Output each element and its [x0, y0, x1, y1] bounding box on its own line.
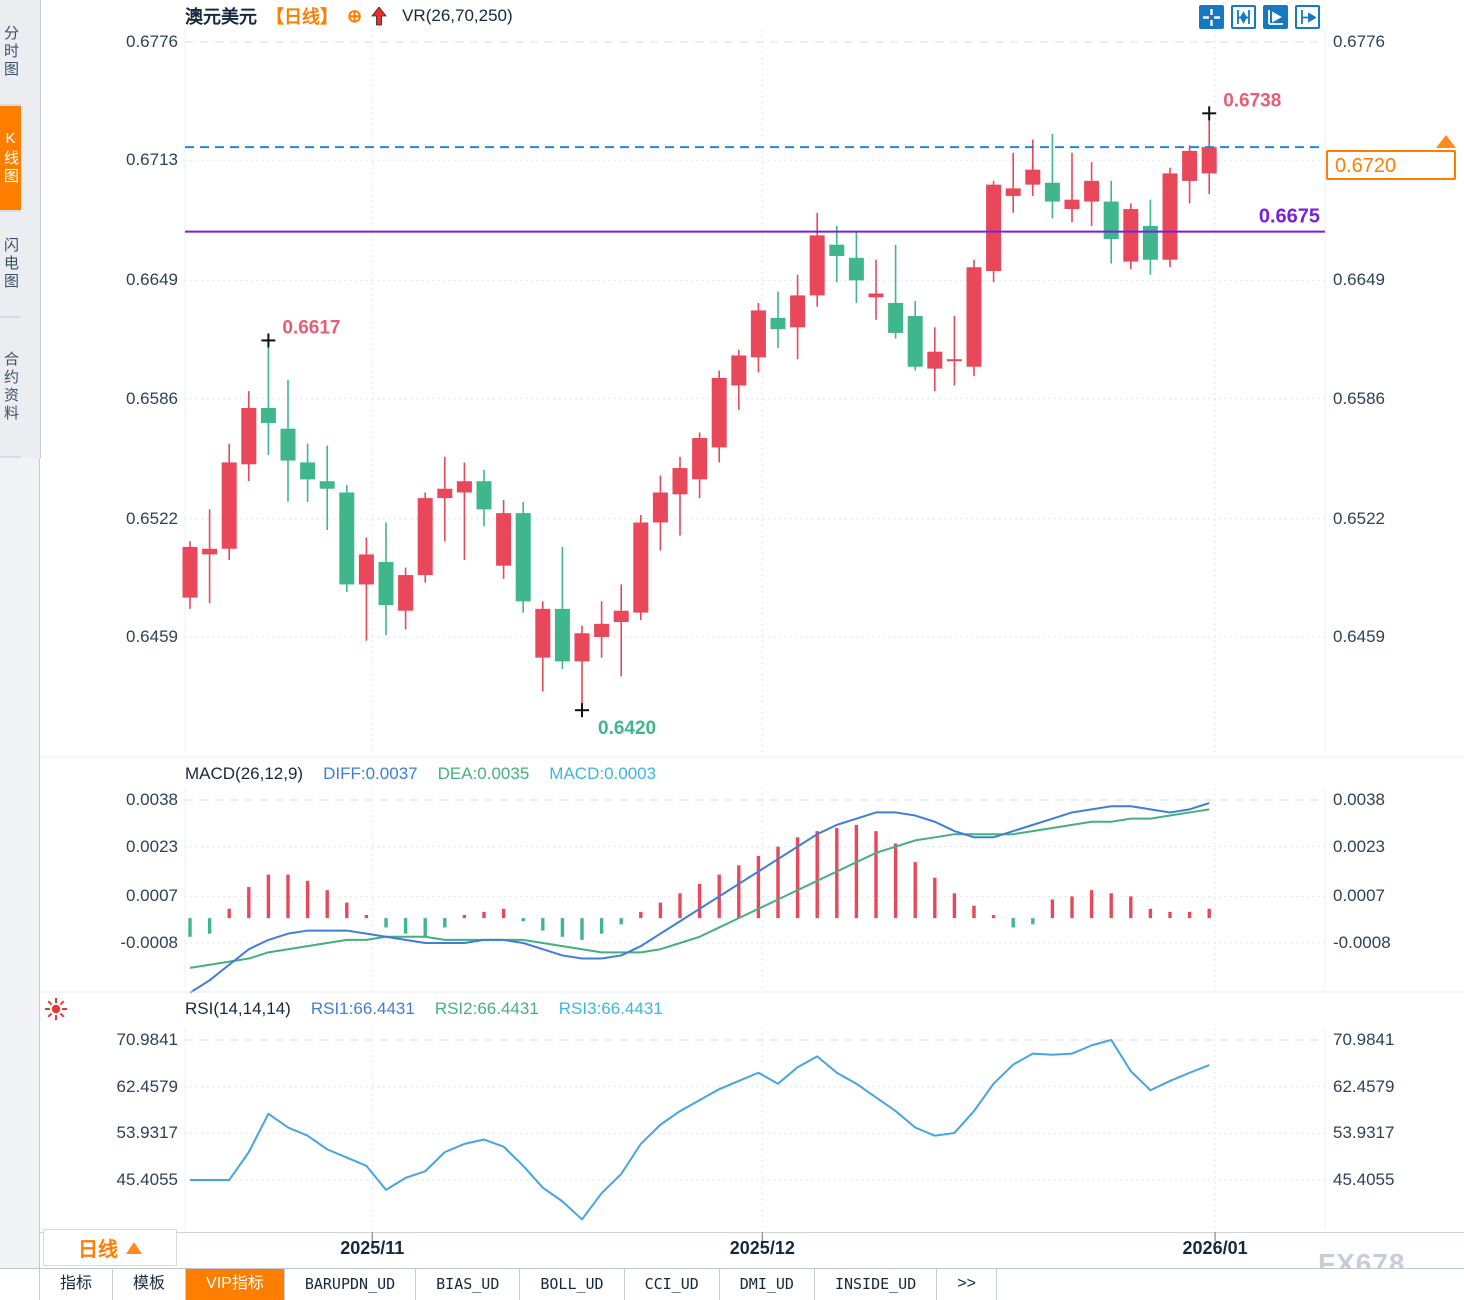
x-axis-label: 2026/01 [1182, 1238, 1248, 1258]
y-axis-label: 53.9317 [1333, 1123, 1395, 1143]
add-indicator-icon[interactable]: ⊕ [347, 6, 363, 26]
auto-fit-chart-icon[interactable] [1263, 5, 1288, 29]
macd-macd-value: MACD:0.0003 [549, 764, 657, 783]
y-axis-label: 62.4579 [1333, 1076, 1395, 1096]
y-axis-label: 53.9317 [116, 1123, 178, 1143]
y-axis-label: 70.9841 [116, 1030, 178, 1049]
rsi3-value: RSI3:66.4431 [558, 999, 663, 1018]
y-axis-label: 0.0007 [1333, 886, 1385, 906]
price-up-triangle-icon [1436, 135, 1456, 148]
tab-CCI_UD[interactable]: CCI_UD [625, 1269, 720, 1300]
sidebar-item-合约资料[interactable]: 合约资料 [0, 318, 21, 458]
current-price-box: 0.6720 [1326, 150, 1456, 180]
y-axis-label: 0.6649 [126, 270, 178, 290]
resistance-line-label: 0.6675 [1259, 206, 1320, 228]
indicator-settings-icon[interactable] [44, 997, 68, 1026]
y-axis-label: 45.4055 [116, 1170, 178, 1189]
y-axis-label: -0.0008 [120, 933, 178, 952]
tab-INSIDE_UD[interactable]: INSIDE_UD [815, 1269, 938, 1300]
sidebar: 分时图 K线图 闪电图 合约资料 [0, 0, 41, 458]
y-axis-label: 0.6713 [126, 150, 178, 170]
chart-header: 澳元美元 【日线】 ⊕ VR(26,70,250) [185, 2, 513, 30]
tab-BIAS_UD[interactable]: BIAS_UD [416, 1269, 521, 1300]
sidebar-item-闪电图[interactable]: 闪电图 [0, 212, 21, 318]
macd-dea-value: DEA:0.0035 [437, 764, 530, 783]
period-selector-button[interactable]: 日线 [43, 1229, 177, 1266]
tab-BOLL_UD[interactable]: BOLL_UD [520, 1269, 625, 1300]
price-annotation: 0.6617 [282, 317, 340, 338]
y-axis-label: 0.6522 [1333, 508, 1385, 528]
y-axis-label: 0.6459 [1333, 627, 1385, 646]
sidebar-item-K线图[interactable]: K线图 [0, 106, 21, 212]
vr-indicator-label: VR(26,70,250) [402, 6, 513, 25]
tab-模板[interactable]: 模板 [113, 1269, 187, 1300]
price-annotation: 0.6738 [1223, 90, 1281, 111]
y-axis-label: 0.0038 [126, 790, 178, 809]
y-axis-label: 0.6522 [126, 508, 178, 528]
x-axis-label: 2025/11 [340, 1238, 405, 1258]
y-axis-label: 0.0007 [126, 886, 178, 906]
tab-BARUPDN_UD[interactable]: BARUPDN_UD [285, 1269, 417, 1300]
bottom-left-corner [0, 1268, 40, 1300]
macd-title: MACD(26,12,9) [185, 764, 304, 783]
tab-DMI_UD[interactable]: DMI_UD [720, 1269, 815, 1300]
y-axis-label: 0.0038 [1333, 790, 1385, 809]
y-axis-label: 0.0023 [126, 836, 178, 856]
crosshair-tool-icon[interactable] [1199, 5, 1224, 29]
rsi-title: RSI(14,14,14) [185, 999, 291, 1018]
y-axis-label: 62.4579 [116, 1076, 178, 1096]
y-axis-label: 0.6459 [126, 627, 178, 646]
tab->>[interactable]: >> [937, 1269, 997, 1300]
y-axis-label: 0.6586 [126, 388, 178, 408]
price-up-arrow-icon [371, 6, 387, 25]
y-axis-label: 0.6586 [1333, 388, 1385, 408]
rsi2-value: RSI2:66.4431 [434, 999, 539, 1018]
scroll-to-latest-icon[interactable] [1295, 5, 1320, 29]
period-selector-label: 日线 [78, 1239, 118, 1261]
y-axis-label: 0.6776 [126, 32, 178, 51]
tab-指标[interactable]: 指标 [40, 1269, 114, 1300]
macd-diff-value: DIFF:0.0037 [323, 764, 418, 783]
x-axis-label: 2025/12 [729, 1238, 795, 1258]
macd-header: MACD(26,12,9) DIFF:0.0037 DEA:0.0035 MAC… [185, 764, 656, 784]
y-axis-label: 45.4055 [1333, 1170, 1395, 1189]
y-axis-label: 0.6649 [1333, 270, 1385, 290]
dropdown-up-triangle-icon [126, 1241, 142, 1254]
y-axis-label: 0.6776 [1333, 32, 1385, 51]
y-axis-label: -0.0008 [1333, 933, 1391, 952]
y-axis-label: 70.9841 [1333, 1030, 1395, 1049]
period-tag: 【日线】 [266, 7, 338, 27]
sidebar-empty-area [0, 452, 40, 1268]
rsi1-value: RSI1:66.4431 [310, 999, 415, 1018]
price-annotation: 0.6420 [598, 718, 656, 739]
indicator-tab-bar: 指标 模板 VIP指标 BARUPDN_UD BIAS_UD BOLL_UD CCI_UD D… [40, 1268, 1464, 1300]
axis-scale-icon[interactable] [1231, 5, 1256, 29]
tab-VIP指标[interactable]: VIP指标 [186, 1269, 285, 1300]
y-axis-label: 0.0023 [1333, 836, 1385, 856]
rsi-header: RSI(14,14,14) RSI1:66.4431 RSI2:66.4431 … [185, 999, 663, 1019]
sidebar-item-分时图[interactable]: 分时图 [0, 0, 21, 106]
symbol-title: 澳元美元 [185, 7, 257, 27]
